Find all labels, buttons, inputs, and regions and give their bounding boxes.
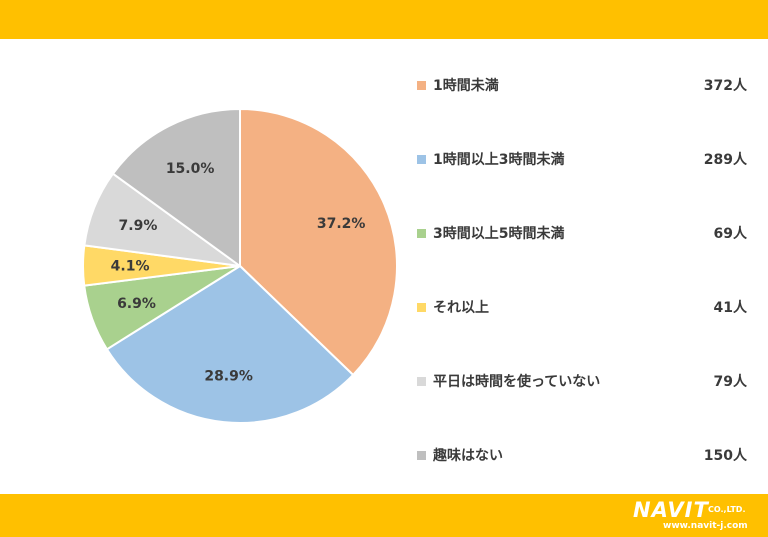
legend-label: それ以上 (433, 300, 489, 316)
legend-item: 3時間以上5時間未満 69人 (417, 220, 747, 246)
legend-count: 79人 (713, 374, 747, 390)
legend-label: 平日は時間を使っていない (433, 374, 601, 390)
pie-slice (239, 107, 398, 377)
legend-swatch (417, 228, 426, 238)
slice-percent-label: 15.0% (166, 161, 215, 177)
legend-swatch (417, 154, 426, 164)
logo-suffix: CO.,LTD. (708, 505, 746, 514)
legend-count: 41人 (713, 300, 747, 316)
legend-item: 趣味はない 150人 (417, 442, 747, 468)
pie-slice (111, 107, 241, 268)
slice-percent-label: 37.2% (317, 216, 366, 232)
legend-label: 1時間未満 (433, 78, 499, 94)
legend-item: 1時間未満 372人 (417, 72, 747, 98)
legend-label: 3時間以上5時間未満 (433, 226, 565, 242)
logo-wordmark: NAVIT (633, 498, 709, 522)
slice-percent-label: 7.9% (119, 218, 158, 234)
legend-count: 69人 (713, 226, 747, 242)
slice-percent-label: 28.9% (204, 368, 253, 384)
slice-percent-label: 6.9% (117, 296, 156, 312)
pie-slice (105, 264, 355, 424)
bottom-banner (0, 494, 768, 537)
company-logo: NAVIT CO.,LTD. www.navit-j.com (633, 498, 761, 534)
legend-count: 372人 (703, 78, 747, 94)
legend-label: 1時間以上3時間未満 (433, 152, 565, 168)
legend-label: 趣味はない (433, 448, 503, 464)
legend-count: 150人 (703, 448, 747, 464)
legend-swatch (417, 450, 426, 460)
legend-count: 289人 (703, 152, 747, 168)
top-banner (0, 0, 768, 39)
legend-swatch (417, 80, 426, 90)
legend-item: 平日は時間を使っていない 79人 (417, 368, 747, 394)
legend-item: 1時間以上3時間未満 289人 (417, 146, 747, 172)
slice-percent-label: 4.1% (111, 259, 150, 275)
legend-item: それ以上 41人 (417, 294, 747, 320)
logo-url: www.navit-j.com (663, 521, 748, 531)
legend-swatch (417, 302, 426, 312)
legend-swatch (417, 376, 426, 386)
